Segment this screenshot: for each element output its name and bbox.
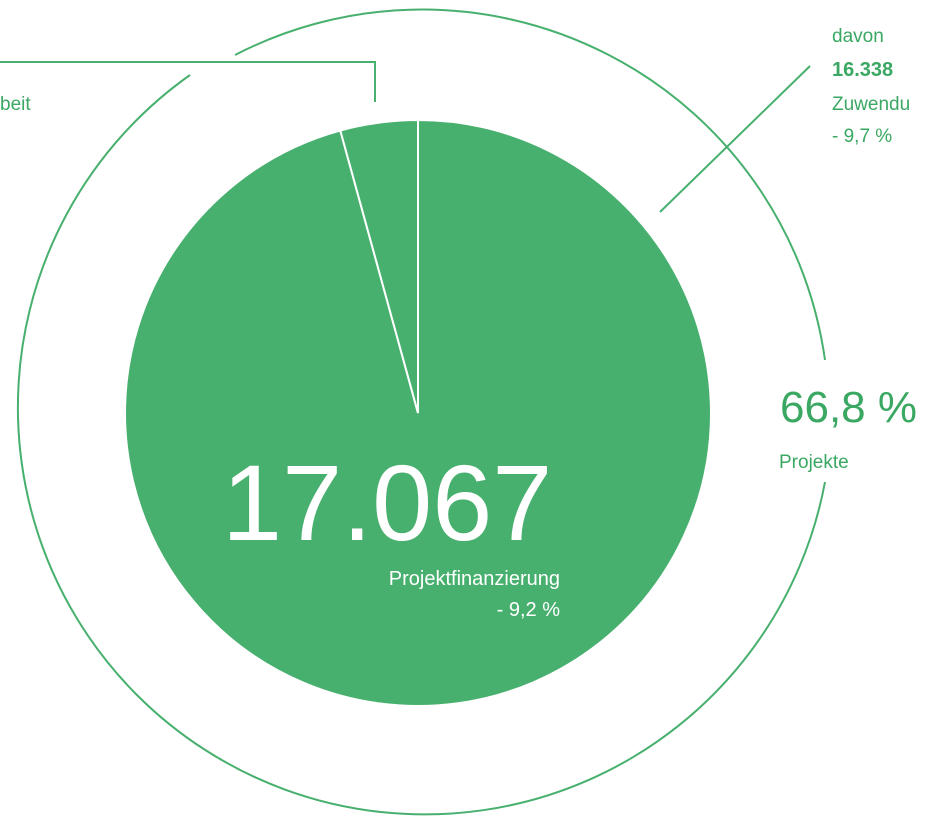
callout-value: 16.338 xyxy=(832,59,893,81)
leader-line xyxy=(0,61,376,102)
leader-line xyxy=(659,65,811,213)
outer-arc xyxy=(16,74,826,816)
pie xyxy=(124,118,712,707)
outer-arc xyxy=(234,8,826,361)
total-change: - 9,2 % xyxy=(497,599,561,621)
callout-left-label: beit xyxy=(0,94,31,115)
pie-slice xyxy=(339,118,419,414)
share-value: 66,8 % xyxy=(780,383,917,432)
callout-prefix: davon xyxy=(832,26,884,47)
callout-change: - 9,7 % xyxy=(832,126,892,147)
total-value: 17.067 xyxy=(222,442,552,563)
share-label: Projekte xyxy=(779,452,849,473)
total-label: Projektfinanzierung xyxy=(389,568,560,590)
outer-ring xyxy=(0,8,826,816)
callout-label: Zuwendu xyxy=(832,94,910,115)
